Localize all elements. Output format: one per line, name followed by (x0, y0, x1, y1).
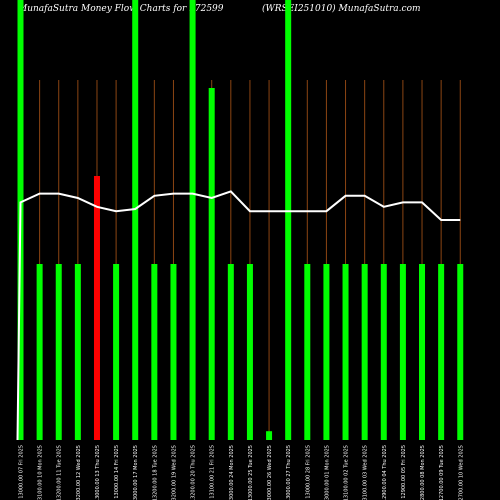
money-flow-bar (342, 264, 349, 440)
x-tick-label: 13000.00 14 Fri 2025 (114, 445, 120, 499)
x-tick-label: 13100.00 02 Tue 2025 (344, 445, 350, 500)
money-flow-bar (74, 264, 81, 440)
money-flow-bar (457, 264, 464, 440)
x-tick-label: 13000.00 17 Mon 2025 (133, 445, 139, 500)
money-flow-bar (323, 264, 330, 440)
x-tick-label: 13200.00 18 Tue 2025 (152, 445, 158, 500)
x-tick-label: 13000.00 28 Fri 2025 (305, 445, 311, 499)
money-flow-bar (55, 264, 62, 440)
money-flow-bar (266, 431, 273, 440)
x-tick-label: 13000.00 07 Fri 2025 (19, 445, 25, 499)
money-flow-bar (93, 176, 100, 440)
money-flow-bar (36, 264, 43, 440)
x-tick-label: 13100.00 03 Wed 2025 (363, 445, 369, 500)
money-flow-bar (132, 0, 139, 440)
x-tick-label: 13000.00 25 Tue 2025 (248, 445, 254, 500)
money-flow-bar (361, 264, 368, 440)
money-flow-bar (151, 264, 158, 440)
money-flow-bar (113, 264, 120, 440)
chart-title-left: MunafaSutra Money Flow Charts for 972599 (18, 4, 224, 14)
chart-title-right: (WRSEI251010) MunafaSutra.com (262, 4, 421, 14)
x-tick-label: 12900.00 05 Fri 2025 (401, 445, 407, 499)
money-flow-bar (208, 88, 215, 440)
x-tick-label: 12700.00 09 Tue 2025 (439, 445, 445, 500)
money-flow-bar (227, 264, 234, 440)
x-tick-label: 13000.00 01 Mon 2025 (324, 445, 330, 500)
x-tick-label: 13200.00 19 Wed 2025 (171, 445, 177, 500)
money-flow-bar (380, 264, 387, 440)
x-tick-label: 12900.00 04 Thu 2025 (382, 445, 388, 500)
money-flow-bar (285, 0, 292, 440)
x-tick-label: 13000.00 27 Thu 2025 (286, 445, 292, 500)
money-flow-bar (189, 0, 196, 440)
x-tick-label: 13000.00 24 Mon 2025 (229, 445, 235, 500)
x-tick-label: 12700.00 10 Wed 2025 (458, 445, 464, 500)
money-flow-bar (304, 264, 311, 440)
x-tick-label: 13100.00 10 Mon 2025 (38, 445, 44, 500)
money-flow-bar (246, 264, 253, 440)
money-flow-line (16, 190, 461, 441)
x-tick-label: 13100.00 21 Fri 2025 (210, 445, 216, 499)
money-flow-bar (170, 264, 177, 440)
money-flow-bar (419, 264, 426, 440)
money-flow-bar (438, 264, 445, 440)
x-tick-label: 12800.00 08 Mon 2025 (420, 445, 426, 500)
x-tick-label: 13000.00 13 Thu 2025 (95, 445, 101, 500)
x-tick-label: 13200.00 20 Thu 2025 (191, 445, 197, 500)
money-flow-bar (399, 264, 406, 440)
x-tick-label: 13200.00 12 Wed 2025 (76, 445, 82, 500)
x-tick-label: 13200.00 11 Tue 2025 (57, 445, 63, 500)
x-tick-label: 13000.00 26 Wed 2025 (267, 445, 273, 500)
